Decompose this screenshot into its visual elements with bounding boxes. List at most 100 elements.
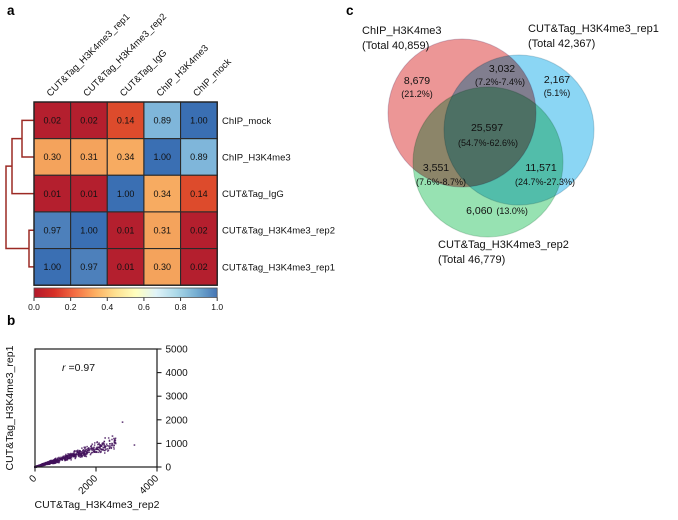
y-tick-label: 5000 bbox=[166, 345, 189, 356]
scatter-point bbox=[107, 437, 110, 439]
scatter-point bbox=[67, 454, 70, 457]
scatter-point bbox=[61, 457, 64, 459]
scatter-point bbox=[37, 464, 40, 467]
scatter-point bbox=[92, 451, 94, 454]
scatter-point bbox=[58, 459, 61, 461]
scatter-point bbox=[63, 456, 65, 459]
scatter-point bbox=[114, 437, 117, 440]
scatter-point bbox=[97, 451, 99, 454]
heatmap-cell bbox=[33, 174, 72, 213]
heatmap-row-label: CUT&Tag_H3K4me3_rep1 bbox=[222, 262, 335, 273]
scatter-point bbox=[80, 455, 82, 457]
heatmap-cell-value: 0.01 bbox=[117, 262, 135, 272]
scatter-point bbox=[78, 453, 80, 456]
colorbar bbox=[33, 287, 218, 298]
scatter-point bbox=[98, 442, 100, 444]
panel-c-venn: 8,679 (21.2%) 3,032 (7.2%-7.4%) 2,167 (5.1%) 2… bbox=[362, 23, 659, 266]
heatmap-cell-value: 0.97 bbox=[80, 262, 98, 272]
scatter-point bbox=[100, 445, 103, 447]
scatter-point bbox=[96, 441, 99, 443]
heatmap-cell bbox=[180, 174, 218, 213]
scatter-point bbox=[69, 453, 72, 456]
scatter-point bbox=[93, 448, 95, 451]
scatter-point bbox=[60, 456, 62, 459]
scatter-point bbox=[79, 456, 82, 458]
scatter-point bbox=[82, 454, 84, 457]
scatter-point bbox=[82, 453, 85, 455]
scatter-point bbox=[39, 464, 42, 467]
heatmap-cell-value: 0.14 bbox=[117, 116, 135, 126]
y-tick-label: 4000 bbox=[166, 368, 189, 379]
scatter-point bbox=[68, 457, 70, 460]
scatter-point bbox=[63, 457, 66, 460]
scatter-point bbox=[80, 453, 83, 455]
dendrogram-branch bbox=[11, 137, 34, 195]
scatter-point bbox=[113, 448, 115, 450]
venn-region-value-rep1-only: 2,167 bbox=[544, 74, 570, 86]
venn-region-pct-chip-and-rep2: (7.6%-8.7%) bbox=[416, 177, 466, 187]
scatter-point bbox=[51, 460, 53, 463]
scatter-point bbox=[87, 449, 90, 452]
scatter-point bbox=[78, 452, 81, 455]
scatter-point bbox=[70, 454, 73, 457]
scatter-point bbox=[66, 457, 68, 460]
scatter-point bbox=[42, 463, 45, 465]
scatter-point bbox=[100, 448, 102, 450]
scatter-point bbox=[113, 446, 115, 448]
heatmap-cell-value: 0.14 bbox=[190, 189, 208, 199]
scatter-point bbox=[47, 463, 50, 465]
heatmap-cell-value: 0.34 bbox=[117, 152, 135, 162]
scatter-point bbox=[99, 445, 101, 448]
scatter-point bbox=[70, 453, 73, 456]
scatter-point bbox=[104, 446, 106, 449]
scatter-point bbox=[101, 448, 103, 451]
scatter-point bbox=[75, 456, 77, 459]
scatter-y-axis-label: CUT&Tag_H3K4me3_rep1 bbox=[4, 345, 16, 470]
scatter-point bbox=[79, 452, 82, 455]
scatter-point bbox=[77, 451, 80, 454]
scatter-point bbox=[102, 446, 104, 449]
scatter-point bbox=[113, 441, 115, 443]
panel-b-letter: b bbox=[7, 313, 16, 328]
scatter-point bbox=[113, 444, 115, 446]
scatter-point bbox=[88, 451, 91, 453]
scatter-point bbox=[43, 463, 45, 465]
scatter-point bbox=[52, 461, 54, 463]
scatter-point bbox=[83, 451, 86, 454]
scatter-point bbox=[87, 451, 89, 453]
venn-region-labels: 8,679 (21.2%) 3,032 (7.2%-7.4%) 2,167 (5.1%) 2… bbox=[401, 63, 575, 217]
heatmap-cells: 0.02 0.02 0.14 0.89 1.00 0.30 0.31 0.34 1.00 0.89… bbox=[33, 101, 218, 286]
scatter-point bbox=[91, 449, 93, 452]
scatter-point bbox=[94, 442, 96, 444]
venn-set3-total: (Total 46,779) bbox=[438, 254, 505, 266]
scatter-point bbox=[111, 444, 113, 447]
scatter-point bbox=[68, 453, 71, 455]
heatmap-row-label: CUT&Tag_IgG bbox=[222, 189, 284, 200]
scatter-point bbox=[92, 447, 95, 449]
colorbar-tick-label: 0.4 bbox=[101, 302, 113, 312]
scatter-point bbox=[58, 461, 60, 464]
scatter-point bbox=[46, 462, 48, 464]
y-tick-label: 2000 bbox=[166, 415, 189, 426]
scatter-point bbox=[53, 460, 55, 462]
scatter-point bbox=[64, 458, 66, 460]
scatter-point bbox=[110, 447, 113, 450]
scatter-point bbox=[111, 442, 113, 445]
scatter-x-axis-label: CUT&Tag_H3K4me3_rep2 bbox=[35, 499, 160, 511]
scatter-point bbox=[104, 449, 106, 452]
colorbar-tick-label: 0.0 bbox=[28, 302, 40, 312]
scatter-point bbox=[108, 440, 111, 442]
scatter-point bbox=[95, 448, 98, 451]
heatmap-cell bbox=[70, 101, 108, 140]
scatter-point bbox=[108, 439, 111, 442]
scatter-point bbox=[101, 443, 104, 446]
colorbar-tick-label: 0.6 bbox=[138, 302, 150, 312]
scatter-point bbox=[105, 443, 108, 445]
venn-region-pct-rep1-only: (5.1%) bbox=[544, 88, 571, 98]
scatter-point bbox=[74, 453, 76, 456]
scatter-point bbox=[67, 453, 69, 455]
scatter-point bbox=[102, 448, 104, 451]
heatmap-cell-value: 1.00 bbox=[44, 262, 62, 272]
scatter-point bbox=[83, 455, 86, 457]
